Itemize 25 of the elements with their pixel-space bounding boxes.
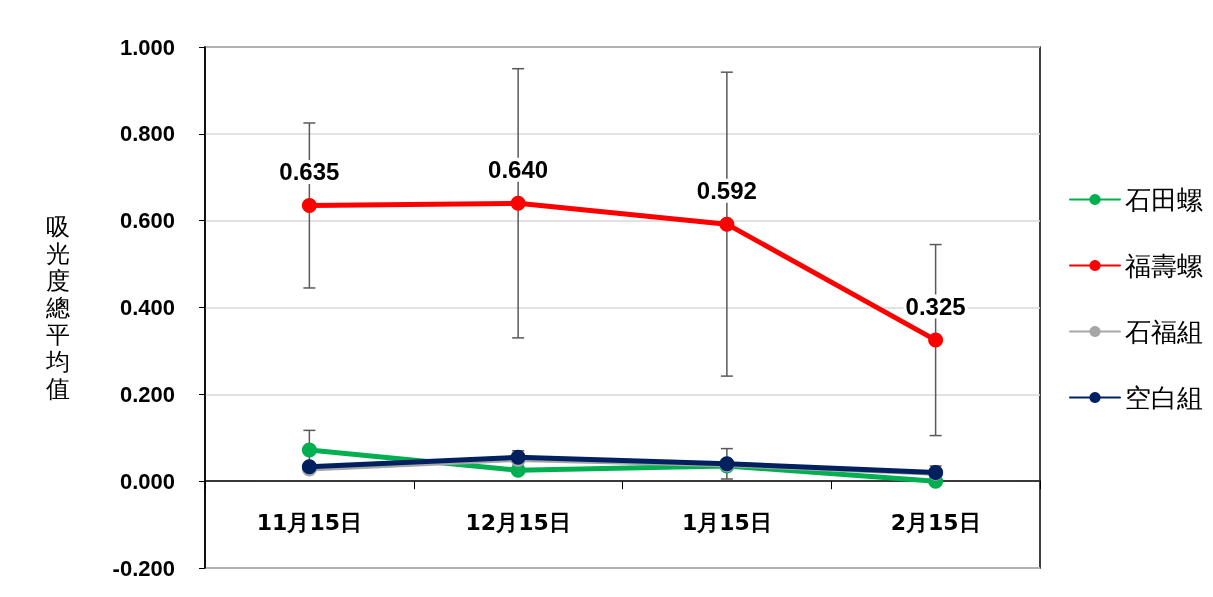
point xyxy=(301,197,317,213)
point xyxy=(510,195,526,211)
x-tick-label: 1月15日 xyxy=(681,509,772,535)
legend-label: 石福組 xyxy=(1125,316,1203,347)
data-label: 0.592 xyxy=(696,177,757,205)
legend-label: 空白組 xyxy=(1125,382,1203,413)
legend-label: 石田螺 xyxy=(1125,184,1203,215)
y-tick-label: 0.800 xyxy=(119,121,175,147)
data-label: 0.325 xyxy=(905,293,966,321)
y-tick-label: -0.200 xyxy=(112,555,175,581)
y-tick-label: 1.000 xyxy=(119,34,175,60)
y-tick-label: 0.600 xyxy=(119,208,175,234)
y-tick-label: 0.400 xyxy=(119,295,175,320)
y-axis-title: 吸光度總平均值 xyxy=(45,212,70,403)
point xyxy=(719,216,735,232)
x-tick-label: 11月15日 xyxy=(256,509,362,535)
legend-label: 福壽螺 xyxy=(1125,250,1203,281)
point xyxy=(928,332,944,348)
y-tick-label: 0.000 xyxy=(119,468,175,494)
x-tick-label: 2月15日 xyxy=(890,509,981,535)
data-label: 0.635 xyxy=(279,158,340,186)
data-label: 0.640 xyxy=(488,156,549,184)
y-tick-label: 0.200 xyxy=(119,381,175,407)
x-tick-label: 12月15日 xyxy=(465,509,571,535)
point xyxy=(301,442,317,458)
